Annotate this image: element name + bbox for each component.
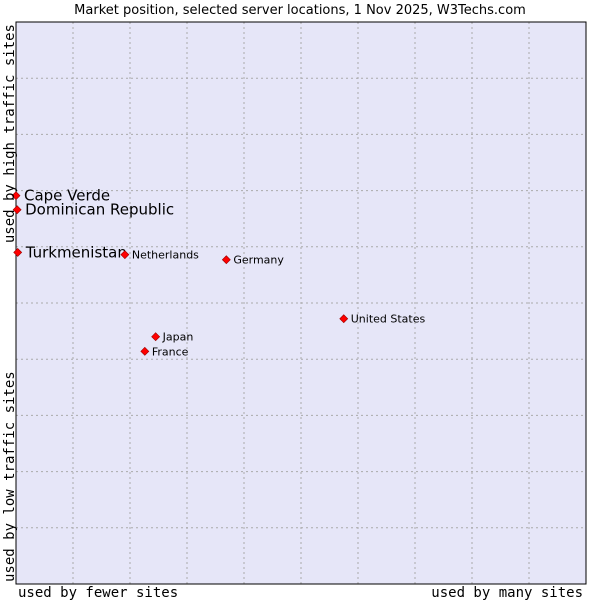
plot-frame xyxy=(15,21,587,585)
point-germany xyxy=(221,255,231,265)
point-label-united-states: United States xyxy=(351,313,426,326)
point-label-france: France xyxy=(152,345,189,358)
point-label-turkmenistan: Turkmenistan xyxy=(25,243,127,261)
y-axis-label-high: used by high traffic sites xyxy=(2,24,18,243)
point-france xyxy=(140,346,150,356)
point-cape-verde xyxy=(11,191,21,201)
point-turkmenistan xyxy=(13,247,23,257)
point-japan xyxy=(151,332,161,342)
point-dominican-republic xyxy=(12,205,22,215)
point-label-cape-verde: Cape Verde xyxy=(24,187,110,205)
grid-lines xyxy=(16,22,586,584)
x-axis-label-low: used by fewer sites xyxy=(18,585,178,600)
y-axis-label-low: used by low traffic sites xyxy=(2,371,18,582)
point-label-netherlands: Netherlands xyxy=(132,249,199,262)
x-axis-label-high: used by many sites xyxy=(431,585,583,600)
point-label-dominican-republic: Dominican Republic xyxy=(25,201,174,219)
point-label-japan: Japan xyxy=(162,331,194,344)
point-netherlands xyxy=(120,250,130,260)
point-label-germany: Germany xyxy=(233,254,284,267)
chart-title: Market position, selected server locatio… xyxy=(74,3,526,18)
point-united-states xyxy=(339,314,349,324)
